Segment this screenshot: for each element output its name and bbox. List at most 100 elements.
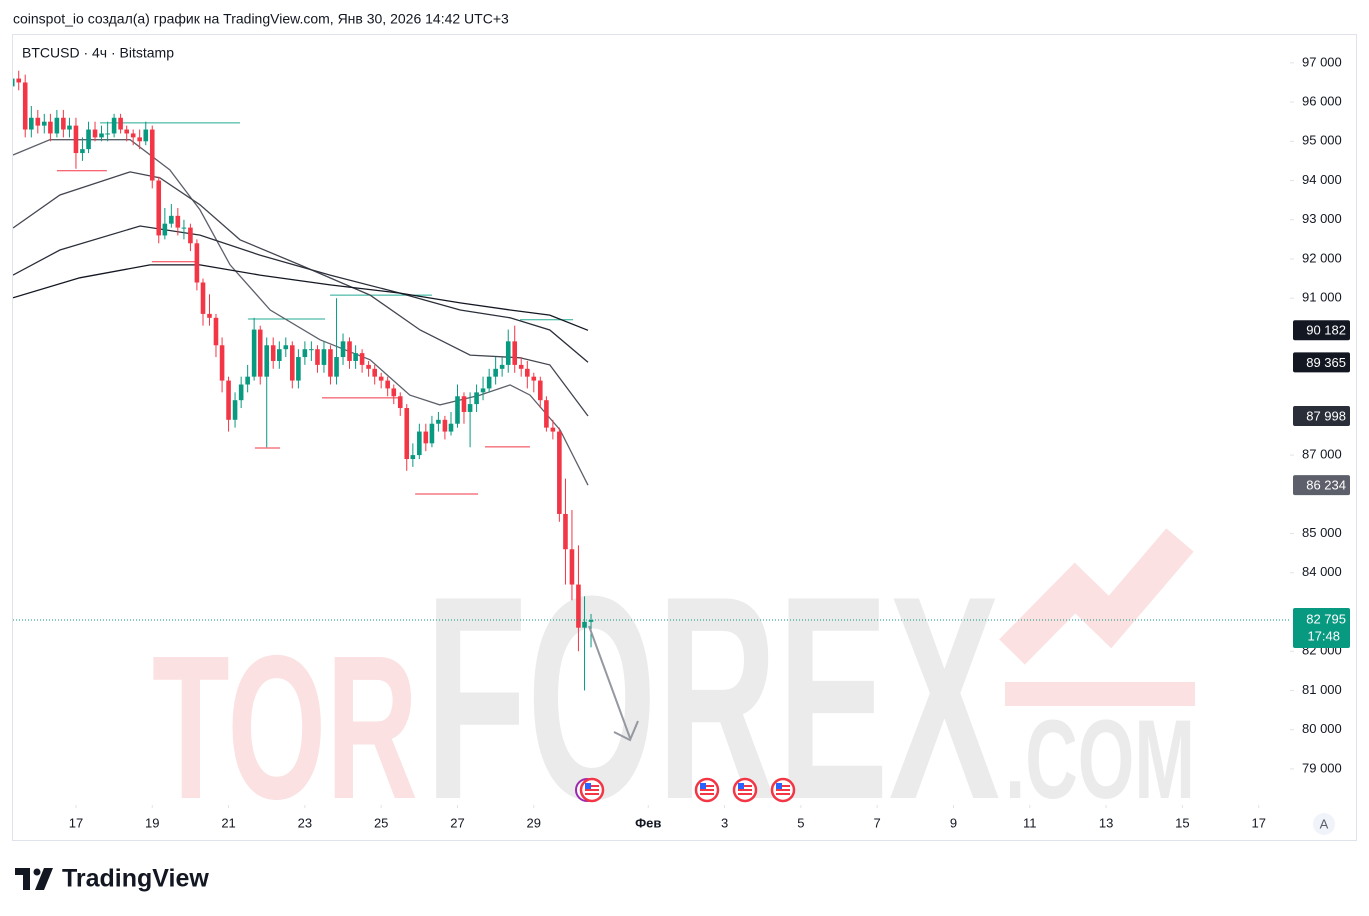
candle-body [245,376,250,385]
ma-line [13,225,589,363]
scale-button[interactable]: A [1313,813,1335,835]
candle-body [143,129,149,142]
x-tick-label: 13 [1099,815,1113,830]
candle-body [105,133,110,135]
ma-value-box [1293,475,1350,496]
x-tick-label: 11 [1023,815,1037,830]
candle-body [467,404,473,412]
candle-body [569,549,575,585]
brand-logo [15,868,53,890]
price-box [1293,608,1350,649]
x-tick-label: 17 [69,815,83,830]
ma-value-label: 90 182 [1306,323,1346,338]
candle-body [264,345,270,377]
candle-body [353,353,358,361]
candle-body [436,419,441,424]
candle-body [544,400,549,428]
candle-body [321,349,327,365]
candle-body [480,388,486,393]
candle-body [302,349,308,358]
watermark-bar [1005,682,1195,706]
candle-body [238,384,244,401]
y-tick-label: 84 000 [1302,564,1342,579]
candle-body [73,125,79,154]
x-tick-label: 7 [874,815,881,830]
candle-body [67,125,72,130]
y-tick-label: 80 000 [1302,721,1342,736]
y-tick-label: 94 000 [1302,172,1342,187]
candle-body [525,368,530,377]
candle-body [226,380,231,420]
y-tick-label: 85 000 [1302,525,1342,540]
candle-body [518,364,524,369]
candle-body [188,227,193,244]
y-tick-label: 81 000 [1302,682,1342,697]
y-tick-label: 87 000 [1302,447,1342,462]
candle-body [512,341,518,365]
candle-body [391,388,397,397]
candle-body [550,427,556,432]
candle-body [124,129,129,134]
y-tick-label: 79 000 [1302,760,1342,775]
candle-body [309,349,314,351]
ma-value-box [1293,320,1350,341]
watermark-text: TOR [152,613,418,842]
plot-area [13,70,594,691]
candle-body [251,329,257,377]
candle-body [219,345,225,381]
candle-body [410,455,416,460]
candle-body [29,117,34,130]
countdown: 17:48 [1307,628,1340,643]
candle-body [448,423,454,432]
candle-body [232,400,238,420]
candle-body [99,133,104,138]
candle-body [334,357,339,377]
candle-body [372,368,377,377]
candle-body [257,329,263,377]
candle-body [442,419,448,432]
candle-body [505,341,511,365]
candle-body [92,129,98,138]
candle-body [531,376,537,381]
x-tick-label: 25 [374,815,388,830]
ma-value-label: 86 234 [1306,478,1346,493]
ma-value-label: 89 365 [1306,355,1346,370]
candle-body [149,129,155,181]
x-tick-label: Фев [635,815,661,830]
candle-body [563,513,568,550]
x-tick-label: 27 [450,815,464,830]
candle-body [137,137,142,142]
symbol-title: BTCUSD · 4ч · Bitstamp [22,45,174,61]
watermark-text: FOREX [425,536,1001,860]
y-tick-label: 96 000 [1302,94,1342,109]
candle-body [16,78,22,83]
candle-body [588,620,594,622]
scale-button-bg[interactable] [1313,813,1335,835]
candle-body [200,282,206,314]
candle-body [289,345,295,381]
candle-body [13,78,15,87]
candle-body [296,357,301,381]
candle-body [328,349,333,377]
arrow-annotation [588,625,639,742]
candle-body [429,423,435,444]
candle-body [277,349,282,361]
y-tick-label: 92 000 [1302,250,1342,265]
header: coinspot_io создал(а) график на TradingV… [13,11,509,27]
candle-body [340,341,346,358]
candle-body [181,227,187,229]
candle-body [423,431,429,444]
candle-body [86,129,91,150]
scale-button-label[interactable]: A [1320,816,1329,831]
candle-body [537,380,543,401]
candle-body [48,121,53,134]
candle-body [557,431,562,514]
brand: TradingView [62,865,209,893]
candle-body [455,396,460,424]
ma-value-label: 87 998 [1306,408,1346,423]
y-tick-label: 91 000 [1302,290,1342,305]
ma-value-box [1293,352,1350,373]
candle-body [162,223,168,236]
candle-body [61,117,66,130]
